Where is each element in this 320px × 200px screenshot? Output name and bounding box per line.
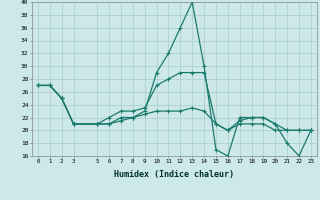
X-axis label: Humidex (Indice chaleur): Humidex (Indice chaleur) — [115, 170, 234, 179]
